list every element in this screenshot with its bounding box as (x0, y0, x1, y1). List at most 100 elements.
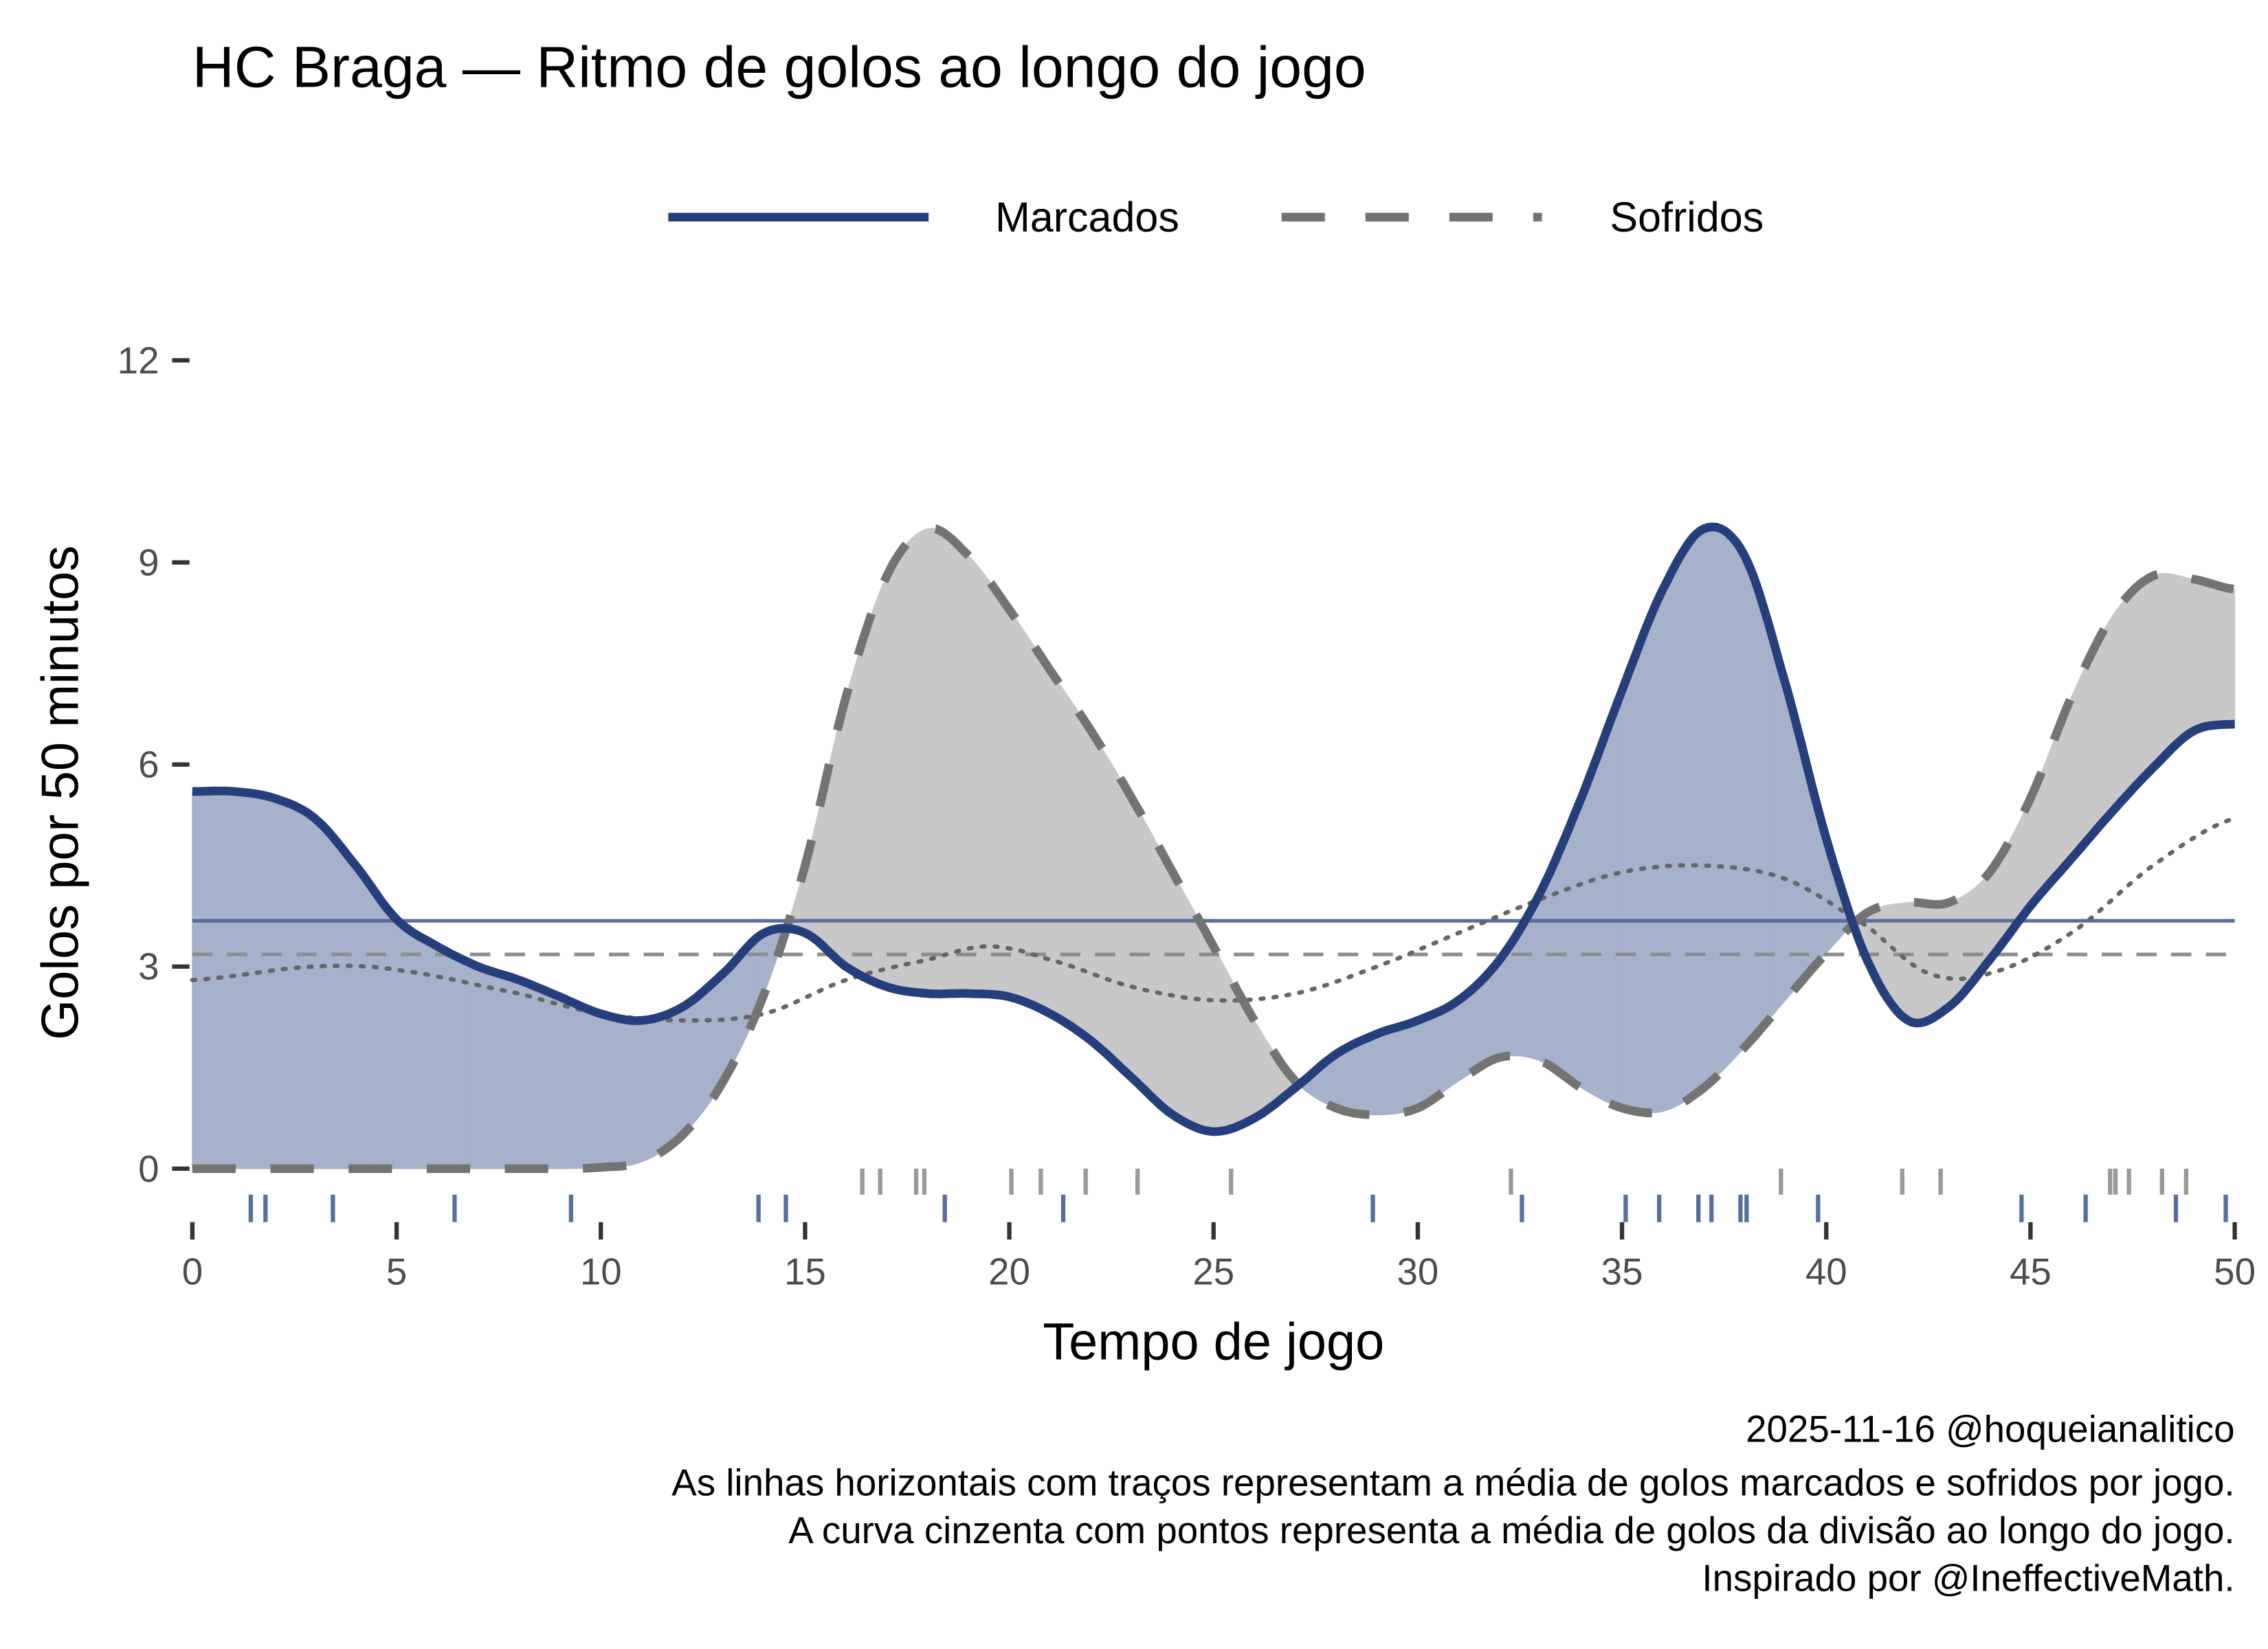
chart-title: HC Braga — Ritmo de golos ao longo do jo… (192, 35, 1366, 100)
area-fill-segment (1401, 1024, 1406, 1114)
area-fill-segment (457, 956, 463, 1169)
area-fill-segment (2087, 653, 2093, 841)
area-fill-segment (2079, 670, 2084, 851)
area-fill-segment (2177, 574, 2182, 744)
area-fill-segment (816, 798, 822, 946)
x-tick-label: 45 (2010, 1250, 2052, 1292)
area-fill-segment (1421, 1016, 1427, 1107)
area-fill-segment (1548, 866, 1553, 1068)
area-fill-segment (1425, 1015, 1431, 1105)
area-fill-segment (228, 790, 234, 1169)
area-fill-segment (232, 791, 238, 1169)
area-fill-segment (1262, 1032, 1267, 1114)
area-fill-segment (383, 904, 389, 1169)
x-tick-label: 20 (988, 1250, 1030, 1292)
area-fill-segment (249, 792, 254, 1169)
area-fill-segment (445, 950, 450, 1169)
area-fill-segment (1621, 680, 1627, 1110)
area-fill-segment (1638, 636, 1643, 1113)
area-fill-segment (1503, 947, 1509, 1057)
area-fill-segment (1760, 598, 1766, 1031)
area-fill-segment (289, 803, 296, 1169)
area-fill-segment (882, 575, 887, 988)
area-fill-segment (915, 531, 920, 994)
area-fill-segment (306, 811, 311, 1169)
legend-sofridos-label: Sofridos (1610, 194, 1764, 240)
area-fill-segment (1434, 1011, 1439, 1100)
area-fill-segment (1405, 1022, 1410, 1113)
area-fill-segment (1012, 614, 1019, 1000)
area-fill-segment (1372, 1033, 1378, 1116)
area-fill-segment (1691, 533, 1696, 1098)
area-fill-segment (1658, 589, 1664, 1113)
area-fill-segment (1789, 698, 1794, 997)
area-fill-segment (1376, 1031, 1382, 1116)
area-fill-segment (718, 972, 724, 1090)
area-fill-segment (1482, 973, 1488, 1066)
area-fill-segment (498, 973, 504, 1169)
area-fill-segment (404, 926, 410, 1169)
area-fill-segment (1417, 1018, 1423, 1109)
area-fill-segment (1724, 529, 1729, 1070)
area-fill-segment (1225, 969, 1231, 1131)
area-fill-segment (997, 590, 1002, 996)
area-fill-segment (2185, 576, 2190, 737)
area-fill-segment (293, 805, 300, 1169)
area-fill-segment (1249, 1011, 1255, 1121)
area-fill-segment (1993, 859, 1999, 956)
area-fill-segment (1470, 985, 1476, 1074)
area-fill-segment (1233, 984, 1239, 1129)
area-fill-segment (1711, 526, 1717, 1082)
area-fill-segment (1164, 857, 1170, 1113)
area-fill-segment (943, 532, 949, 995)
area-fill-segment (731, 959, 737, 1067)
area-fill-segment (371, 886, 377, 1169)
area-fill-segment (265, 795, 271, 1169)
area-fill-segment (551, 992, 557, 1169)
area-fill-segment (1731, 536, 1737, 1062)
area-fill-segment (1539, 884, 1545, 1064)
area-fill-segment (764, 930, 769, 994)
y-axis-label: Golos por 50 minutos (32, 546, 90, 1040)
area-fill-segment (388, 909, 393, 1169)
area-fill-segment (604, 1014, 610, 1168)
area-fill-segment (988, 579, 994, 995)
area-fill-segment (1682, 543, 1688, 1103)
area-fill-segment (2083, 661, 2089, 846)
area-fill-segment (1670, 565, 1676, 1110)
area-fill-segment (955, 542, 961, 994)
area-fill-segment (359, 869, 365, 1169)
legend: Marcados Sofridos (668, 194, 1764, 240)
area-fill-segment (465, 961, 471, 1169)
area-fill-segment (1462, 993, 1467, 1079)
area-fill-segment (1617, 690, 1623, 1109)
area-fill-segment (2091, 644, 2097, 836)
area-fill-segment (1495, 958, 1500, 1059)
area-fill-segment (1430, 1013, 1435, 1103)
axes: 0 5 10 15 20 25 30 35 40 45 50 0 3 6 9 12 (118, 339, 2256, 1292)
area-fill-segment (298, 807, 304, 1169)
area-fill-segment (1715, 526, 1721, 1079)
area-fill-segment (1662, 581, 1668, 1112)
area-fill-segment (1348, 1044, 1353, 1114)
area-fill-segment (2181, 576, 2186, 741)
area-fill-segment (1205, 931, 1210, 1132)
area-fill-segment (2017, 815, 2023, 923)
area-fill-segment (796, 879, 802, 932)
area-fill-segment (1380, 1030, 1386, 1116)
area-fill-segment (633, 1020, 638, 1165)
area-fill-segment (1985, 871, 1990, 967)
area-fill-segment (1335, 1051, 1341, 1110)
area-fill-segment (212, 790, 218, 1169)
area-fill-segment (1397, 1025, 1402, 1114)
area-fill-segment (2115, 603, 2121, 809)
area-fill-segment (992, 585, 998, 996)
area-fill-segment (1054, 675, 1059, 1020)
area-fill-segment (919, 529, 924, 994)
series-lines (190, 522, 2237, 1174)
area-fill-segment (278, 798, 283, 1169)
area-fill-segment (649, 1018, 655, 1159)
area-fill-segment (1458, 996, 1463, 1082)
area-fill-segment (1159, 849, 1166, 1110)
area-fill-segment (1952, 898, 1958, 1005)
